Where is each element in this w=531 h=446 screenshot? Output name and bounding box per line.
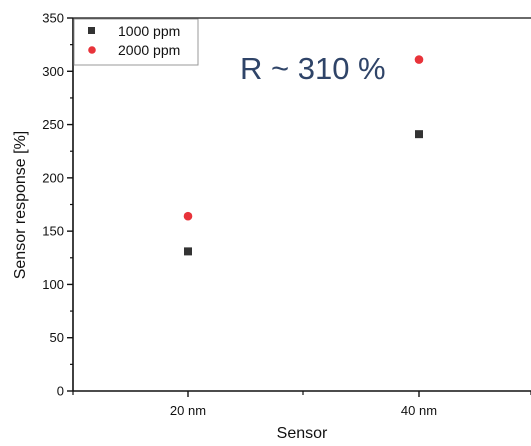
x-axis-ticks: 20 nm 40 nm [72, 391, 531, 418]
point-2000-ppm [183, 211, 193, 221]
y-tick-label: 100 [42, 277, 64, 292]
legend-marker-1000ppm [88, 27, 95, 34]
y-tick-label: 50 [50, 330, 64, 345]
x-axis-title: Sensor [277, 425, 328, 442]
point-1000-ppm [415, 130, 423, 139]
legend-label-1000ppm: 1000 ppm [118, 23, 180, 39]
y-tick-label: 0 [57, 384, 64, 399]
x-tick-label: 40 nm [401, 403, 437, 418]
y-tick-label: 150 [42, 224, 64, 239]
point-2000-ppm [414, 55, 424, 64]
y-tick-label: 250 [42, 117, 64, 132]
y-axis-ticks: 0 50 100 150 200 250 300 350 [42, 11, 73, 399]
data-points [183, 55, 424, 256]
x-tick-label: 20 nm [170, 403, 206, 418]
legend-marker-2000ppm [88, 46, 96, 54]
chart-annotation: R ~ 310 % [240, 51, 386, 86]
y-tick-label: 350 [42, 11, 64, 26]
point-1000-ppm [184, 247, 192, 256]
y-tick-label: 200 [42, 170, 64, 185]
legend-box [73, 18, 199, 66]
y-axis-title: Sensor response [%] [12, 131, 29, 280]
legend-label-2000ppm: 2000 ppm [118, 42, 180, 58]
legend: 1000 ppm 2000 ppm [73, 18, 199, 66]
y-tick-label: 300 [42, 64, 64, 79]
